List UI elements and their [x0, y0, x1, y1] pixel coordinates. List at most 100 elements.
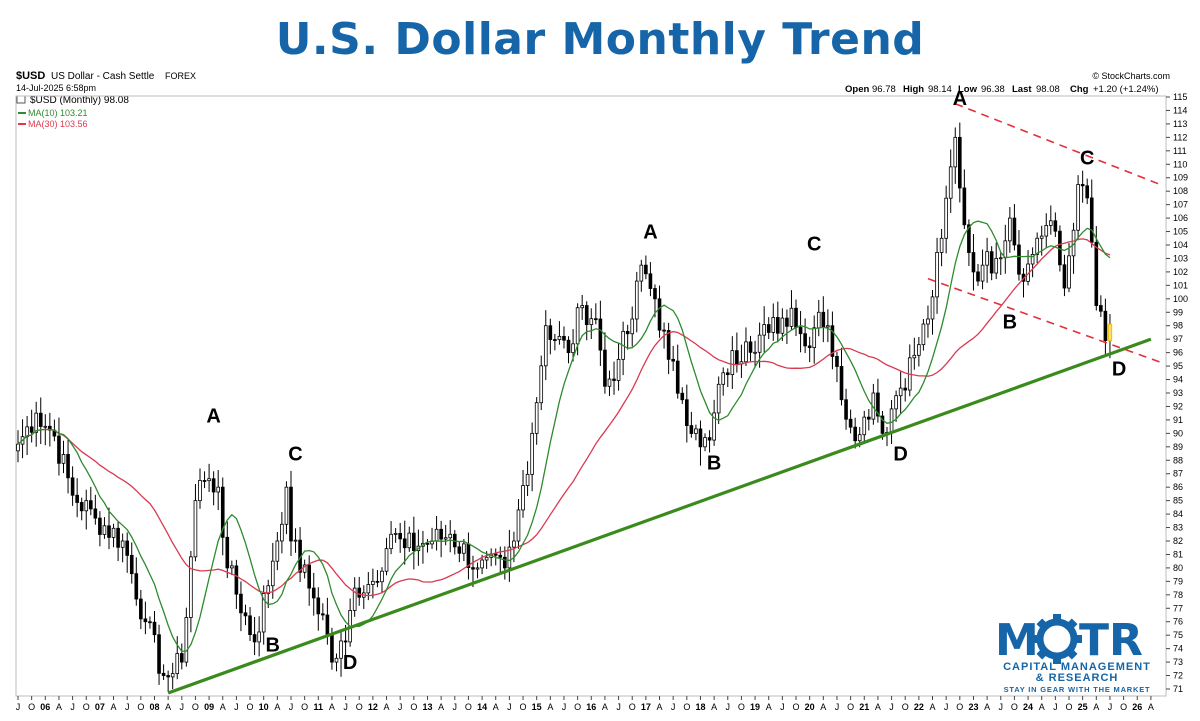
candle-body — [234, 565, 239, 595]
candle-body — [1094, 241, 1099, 306]
candle-body — [393, 533, 398, 535]
candle-body — [88, 500, 93, 510]
wave-label-d: D — [893, 443, 907, 465]
chart-header: $USD US Dollar - Cash Settle FOREX 14-Ju… — [16, 70, 1170, 129]
high-value: 98.14 — [928, 84, 952, 95]
y-tick-label: 81 — [1173, 549, 1183, 559]
x-tick-label: 10 — [259, 702, 269, 712]
candle-body — [1008, 217, 1012, 242]
x-tick-label: 17 — [641, 702, 651, 712]
y-tick-label: 106 — [1173, 213, 1188, 223]
candle-body — [193, 500, 198, 558]
wave-label-a: A — [953, 88, 967, 110]
candle-body — [79, 502, 84, 512]
candle-body — [625, 330, 630, 335]
x-tick-label: A — [438, 702, 444, 712]
x-tick-label: J — [889, 702, 894, 712]
candle-body — [703, 437, 707, 448]
candle-body — [493, 553, 498, 556]
candle-body — [270, 560, 275, 587]
candle-body — [439, 528, 443, 540]
y-tick-label: 85 — [1173, 496, 1183, 506]
logo-tagline: STAY IN GEAR WITH THE MARKET — [1004, 685, 1151, 694]
candle-body — [498, 554, 503, 558]
x-tick-label: J — [125, 702, 130, 712]
svg-text:Last: Last — [1012, 84, 1032, 95]
candle-body — [521, 485, 525, 511]
x-tick-label: J — [999, 702, 1004, 712]
x-tick-label: J — [616, 702, 621, 712]
candle-body — [867, 416, 871, 420]
y-tick-label: 73 — [1173, 657, 1183, 667]
x-tick-label: 26 — [1132, 702, 1142, 712]
x-tick-label: J — [343, 702, 348, 712]
ohlc-readout: Open 96.78 High 98.14 Low 96.38 Last 98.… — [845, 84, 1159, 95]
x-tick-label: O — [192, 702, 199, 712]
logo-tr: TR — [1079, 615, 1143, 666]
candle-body — [725, 372, 730, 376]
x-tick-label: J — [726, 702, 731, 712]
candle-body — [302, 564, 307, 573]
candle-body — [366, 584, 371, 594]
candle-body — [398, 533, 402, 540]
candle-body — [257, 631, 261, 643]
x-tick-label: O — [356, 702, 363, 712]
candle-body — [339, 640, 343, 659]
y-tick-label: 91 — [1173, 415, 1183, 425]
candle-body — [202, 480, 207, 482]
candle-body — [70, 477, 75, 496]
change-value: +1.20 (+1.24%) — [1093, 84, 1159, 95]
y-axis: 71 72 73 74 75 76 77 78 79 80 81 82 83 84 85 86 87 88 89 90… — [1166, 92, 1188, 694]
y-tick-label: 100 — [1173, 294, 1188, 304]
candle-body — [252, 634, 257, 643]
candle-body — [1053, 220, 1058, 232]
x-tick-label: O — [1120, 702, 1127, 712]
candle-body — [857, 434, 862, 442]
candle-body — [584, 305, 589, 326]
candle-body — [293, 539, 298, 542]
logo-line2: & RESEARCH — [1036, 672, 1119, 684]
candle-body — [666, 330, 671, 360]
candle-body — [644, 264, 648, 275]
candle-body — [598, 318, 603, 351]
candle-body — [998, 257, 1003, 260]
x-tick-label: O — [1065, 702, 1072, 712]
candle-body — [503, 556, 507, 569]
candle-body — [412, 532, 416, 552]
x-tick-label: A — [766, 702, 772, 712]
x-tick-label: J — [453, 702, 458, 712]
candle-body — [1099, 305, 1103, 312]
candle-body — [471, 567, 475, 570]
y-tick-label: 105 — [1173, 227, 1188, 237]
candle-body — [921, 323, 926, 346]
exchange-label: FOREX — [165, 71, 196, 81]
y-tick-label: 77 — [1173, 603, 1183, 613]
y-tick-label: 111 — [1173, 146, 1187, 156]
candle-body — [148, 621, 152, 624]
candle-body — [562, 335, 566, 341]
candle-body — [61, 454, 66, 464]
candle-body — [853, 426, 857, 442]
candle-body — [166, 675, 170, 678]
candle-body — [826, 325, 830, 328]
candle-body — [735, 350, 739, 365]
wave-label-c: C — [288, 443, 302, 465]
y-tick-label: 75 — [1173, 630, 1183, 640]
last-value: 98.08 — [1036, 84, 1060, 95]
candle-body — [389, 533, 393, 550]
x-tick-label: O — [902, 702, 909, 712]
candle-body — [1107, 323, 1113, 342]
x-tick-label: A — [384, 702, 390, 712]
candle-body — [948, 166, 953, 199]
candle-body — [976, 271, 980, 282]
y-tick-label: 109 — [1173, 173, 1188, 183]
ma10-label: MA(10) 103.21 — [28, 108, 88, 118]
x-tick-label: A — [657, 702, 663, 712]
x-tick-label: 08 — [149, 702, 159, 712]
y-tick-label: 87 — [1173, 469, 1183, 479]
y-tick-label: 108 — [1173, 186, 1188, 196]
x-tick-label: A — [1093, 702, 1099, 712]
y-tick-label: 78 — [1173, 590, 1183, 600]
x-tick-label: J — [671, 702, 676, 712]
